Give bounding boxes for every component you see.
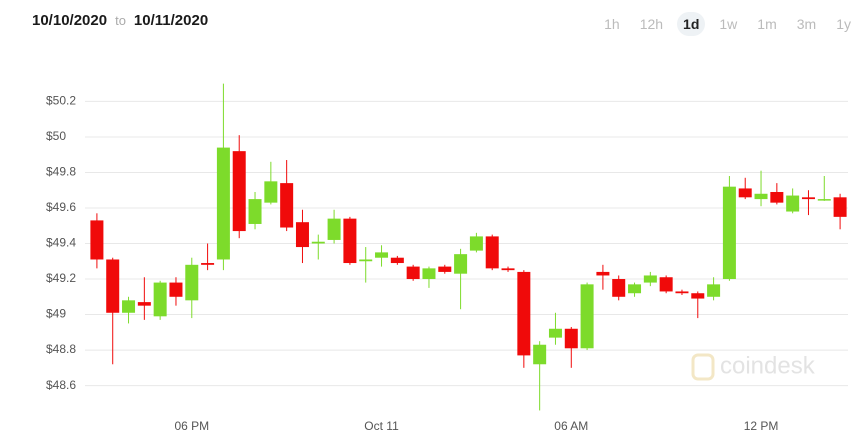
candle-body <box>612 279 626 297</box>
y-tick-label: $49.2 <box>46 271 76 285</box>
candle-body <box>406 266 420 280</box>
candle-body <box>438 266 452 272</box>
from-date: 10/10/2020 <box>32 12 108 29</box>
x-tick-label: 06 AM <box>554 419 588 433</box>
candle-body <box>422 268 436 280</box>
x-tick-label: Oct 11 <box>364 419 399 433</box>
y-tick-label: $48.6 <box>46 378 76 392</box>
watermark-icon <box>691 353 715 381</box>
candle-body <box>722 186 736 280</box>
candle-body <box>754 193 768 200</box>
candle-body <box>548 328 562 338</box>
range-button[interactable]: 3m <box>796 16 817 32</box>
candle-body <box>311 241 325 244</box>
candle-body <box>659 277 673 292</box>
y-tick-label: $48.8 <box>46 342 76 356</box>
candle-body <box>185 264 199 301</box>
candle-body <box>106 259 120 313</box>
to-word: to <box>115 13 126 28</box>
candle-body <box>454 254 468 274</box>
candle-body <box>248 199 262 224</box>
candle-body <box>169 282 183 297</box>
candle-body <box>375 252 389 258</box>
candle-body <box>770 191 784 203</box>
candle-body <box>517 271 531 356</box>
candle-body <box>201 263 215 265</box>
candle-body <box>343 218 357 264</box>
candle-body <box>216 147 230 260</box>
candle-body <box>122 300 136 313</box>
candle-body <box>628 284 642 294</box>
y-tick-label: $50.2 <box>46 94 76 108</box>
y-tick-label: $49.8 <box>46 165 76 179</box>
range-buttons: 1h 12h 1d 1w 1m 3m 1y <box>590 12 857 36</box>
candle-body <box>280 183 294 228</box>
y-tick-label: $50 <box>46 129 66 143</box>
range-button[interactable]: 1h <box>604 16 620 32</box>
x-tick-label: 06 PM <box>174 419 209 433</box>
candle-body <box>90 220 104 260</box>
range-button[interactable]: 1w <box>719 16 738 32</box>
candle-body <box>691 293 705 299</box>
candle-body <box>469 236 483 251</box>
candle-body <box>833 197 847 217</box>
candle-body <box>801 197 815 200</box>
range-button[interactable]: 1m <box>757 16 777 32</box>
candle-body <box>596 271 610 276</box>
candle-body <box>153 282 167 317</box>
candle-body <box>707 284 721 297</box>
to-date: 10/11/2020 <box>133 12 209 29</box>
y-tick-label: $49.6 <box>46 200 76 214</box>
y-tick-label: $49 <box>46 307 66 321</box>
range-button[interactable]: 1d <box>677 12 706 36</box>
candle-body <box>675 291 689 294</box>
candle-body <box>564 328 578 349</box>
candle-body <box>232 151 246 232</box>
candle-body <box>264 181 278 203</box>
range-button[interactable]: 1y <box>836 16 851 32</box>
candle-body <box>738 188 752 198</box>
y-tick-label: $49.4 <box>46 236 76 250</box>
candle-body <box>643 275 657 283</box>
candle-body <box>137 302 151 306</box>
candle-body <box>327 218 341 240</box>
candle-body <box>533 344 547 365</box>
x-tick-label: 12 PM <box>744 419 779 433</box>
candle-body <box>295 222 309 248</box>
candle-body <box>485 236 499 269</box>
candle-body <box>501 268 515 271</box>
candle-body <box>786 195 800 212</box>
candle-body <box>390 257 404 264</box>
range-button[interactable]: 12h <box>639 16 664 32</box>
candle-body <box>359 259 373 262</box>
candle-body <box>580 284 594 349</box>
candle-body <box>817 199 831 201</box>
date-range: 10/10/2020 to 10/11/2020 <box>32 12 208 29</box>
watermark: coindesk <box>720 352 816 379</box>
